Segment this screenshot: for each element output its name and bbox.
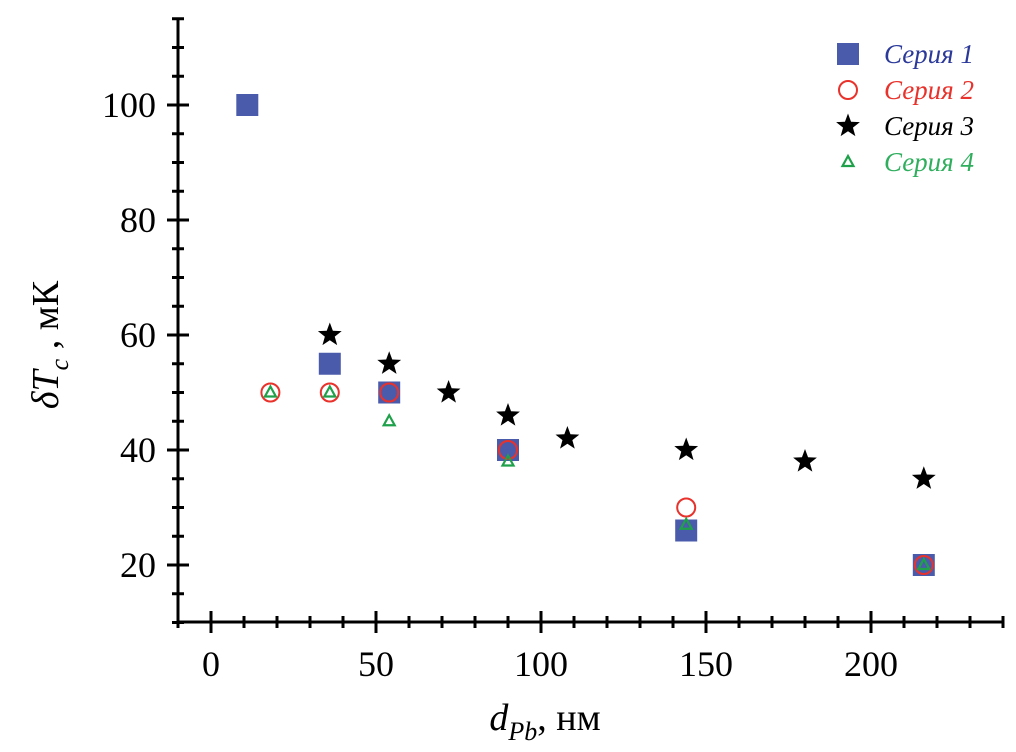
- data-point-series-3: [555, 426, 580, 449]
- legend: Серия 1 Серия 2 Серия 3 Серия 4: [836, 39, 974, 177]
- x-tick-label: 50: [358, 644, 394, 684]
- x-tick-label: 200: [844, 644, 898, 684]
- data-point-series-2: [498, 440, 518, 460]
- x-tick-label: 0: [202, 644, 220, 684]
- data-point-series-2: [676, 497, 697, 518]
- data-point-series-4: [263, 384, 278, 398]
- data-point-series-1: [912, 554, 935, 576]
- legend-marker-series-4: [840, 153, 856, 168]
- axes: [176, 18, 1003, 624]
- y-tick-label: 20: [120, 545, 156, 585]
- x-axis-title-suffix: , нм: [537, 697, 600, 739]
- data-point-series-1: [378, 381, 401, 404]
- x-tick-label: 100: [514, 644, 568, 684]
- tick-labels: 20 40 60 80 100 0 50 100 150 200: [102, 85, 898, 684]
- data-point-series-3: [377, 351, 402, 374]
- data-point-series-3: [793, 449, 817, 472]
- ticks: [167, 17, 1005, 633]
- y-axis-title-suffix: , мК: [25, 280, 67, 359]
- legend-label-series-3: Серия 3: [884, 111, 974, 141]
- y-axis-title: δTc , мК: [25, 280, 74, 409]
- y-tick-label: 100: [102, 85, 156, 125]
- legend-marker-series-3: [836, 113, 860, 137]
- data-point-series-1: [675, 519, 698, 542]
- x-axis-title: dPb, нм: [489, 697, 600, 746]
- data-point-series-2: [260, 382, 281, 403]
- y-tick-label: 60: [120, 315, 156, 355]
- data-point-series-3: [496, 403, 520, 426]
- x-axis-title-main: d: [489, 697, 509, 739]
- data-point-series-4: [678, 516, 694, 530]
- data-point-series-3: [436, 380, 461, 403]
- data-point-series-4: [500, 453, 516, 467]
- data-point-series-4: [916, 556, 932, 571]
- data-point-series-2: [913, 555, 934, 575]
- data-point-series-4: [322, 384, 338, 398]
- data-point-series-1: [236, 94, 259, 116]
- legend-marker-series-2: [838, 80, 858, 100]
- legend-label-series-1: Серия 1: [884, 39, 974, 69]
- legend-label-series-4: Серия 4: [884, 147, 974, 177]
- y-tick-label: 80: [120, 200, 156, 240]
- data-point-series-3: [911, 466, 936, 489]
- y-axis-title-main: δT: [25, 367, 67, 409]
- data-point-series-3: [674, 437, 699, 461]
- data-point-series-4: [381, 412, 397, 427]
- data-point-series-1: [497, 439, 519, 461]
- legend-marker-series-1: [837, 43, 859, 65]
- x-tick-label: 150: [679, 644, 733, 684]
- data-point-series-2: [379, 382, 400, 403]
- data-point-series-2: [319, 382, 340, 403]
- legend-label-series-2: Серия 2: [884, 75, 974, 105]
- y-tick-label: 40: [120, 430, 156, 470]
- data-point-series-1: [318, 352, 341, 375]
- data-points: [236, 94, 936, 576]
- data-point-series-3: [317, 322, 342, 346]
- x-axis-title-sub: Pb: [507, 717, 537, 746]
- y-axis-title-sub: c: [45, 358, 74, 370]
